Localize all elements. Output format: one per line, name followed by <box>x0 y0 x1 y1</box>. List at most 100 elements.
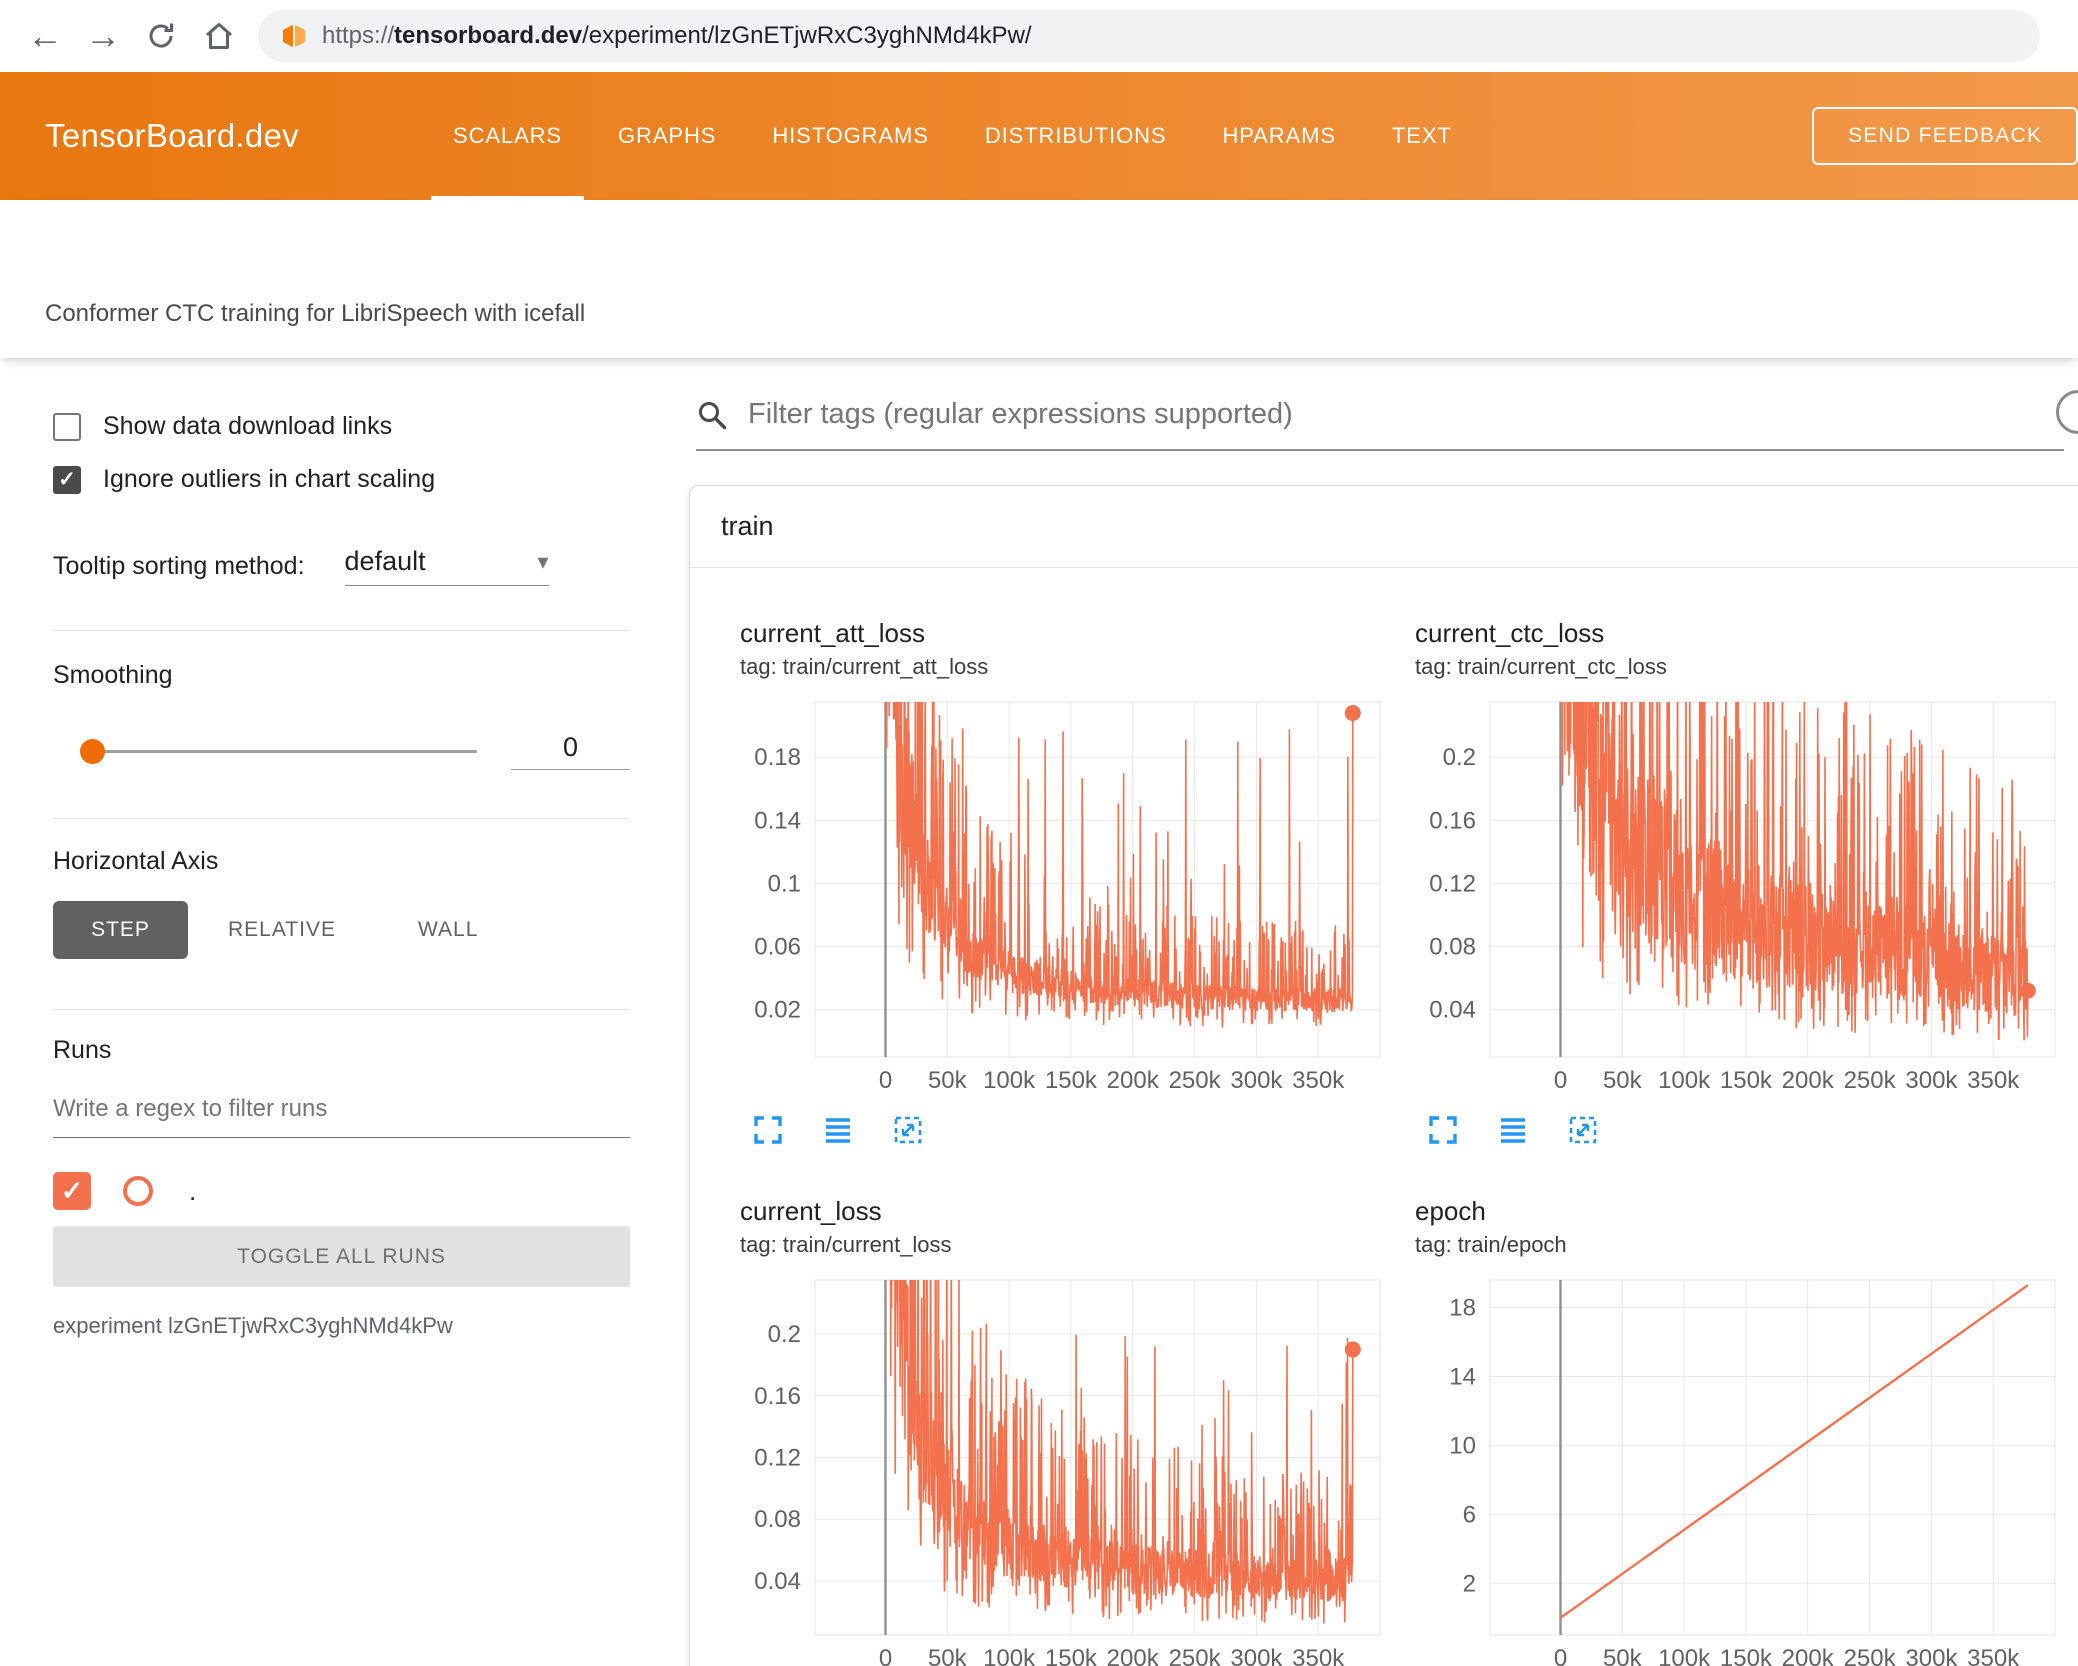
horizontal-axis-label: Horizontal Axis <box>53 847 219 875</box>
send-feedback-button[interactable]: SEND FEEDBACK <box>1812 107 2078 165</box>
run-color-swatch <box>123 1176 153 1206</box>
svg-text:6: 6 <box>1463 1501 1476 1528</box>
run-name[interactable]: . <box>189 1175 197 1206</box>
chart-title: current_loss <box>740 1196 882 1226</box>
train-section-card: train current_att_loss tag: train/curren… <box>689 485 2078 1666</box>
chart-title: current_ctc_loss <box>1415 618 1605 648</box>
chart-title: epoch <box>1415 1196 1486 1226</box>
section-title: train <box>690 486 2078 568</box>
svg-text:0.12: 0.12 <box>1429 870 1476 897</box>
reload-icon[interactable] <box>132 7 190 65</box>
chart-plot[interactable]: 0.02 0.06 0.1 0.14 0.18 0 50k 100k 150k 200k 250k 3… <box>710 692 1390 1102</box>
svg-text:0: 0 <box>1554 1067 1567 1094</box>
svg-text:50k: 50k <box>1603 1067 1643 1094</box>
smoothing-value-input[interactable] <box>511 732 630 770</box>
chart-plot[interactable]: 0.04 0.08 0.12 0.16 0.2 0 50k 100k 150k 200k 250k 3… <box>1385 692 2065 1102</box>
svg-text:0.12: 0.12 <box>754 1445 801 1472</box>
svg-text:200k: 200k <box>1782 1645 1835 1666</box>
ignore-outliers-checkbox[interactable]: ✓ <box>53 465 81 494</box>
svg-text:50k: 50k <box>928 1645 968 1666</box>
tab-graphs[interactable]: GRAPHS <box>618 123 717 148</box>
divider <box>53 818 630 819</box>
axis-relative-button[interactable]: RELATIVE <box>228 918 336 941</box>
chart-plot[interactable]: 2 6 10 14 18 0 50k 100k 150k 200k 250k 300k 350k <box>1385 1270 2065 1666</box>
svg-text:18: 18 <box>1449 1295 1476 1322</box>
svg-text:250k: 250k <box>1169 1067 1222 1094</box>
run-row: ✓ . <box>53 1172 630 1210</box>
axis-wall-button[interactable]: WALL <box>417 918 479 941</box>
nav-tabs: SCALARS GRAPHS HISTOGRAMS DISTRIBUTIONS … <box>431 72 1486 200</box>
svg-text:50k: 50k <box>1603 1645 1643 1666</box>
content: Show data download links ✓ Ignore outlie… <box>0 358 2078 1666</box>
svg-text:250k: 250k <box>1169 1645 1222 1666</box>
svg-text:350k: 350k <box>1967 1645 2020 1666</box>
charts-grid: current_att_loss tag: train/current_att_… <box>690 568 2078 1666</box>
chart-current-att-loss: current_att_loss tag: train/current_att_… <box>710 568 1385 1146</box>
svg-text:300k: 300k <box>1905 1645 1958 1666</box>
back-icon[interactable]: ← <box>27 15 63 56</box>
home-icon[interactable] <box>190 7 248 65</box>
address-bar[interactable]: https://tensorboard.dev/experiment/lzGnE… <box>258 10 2040 62</box>
svg-text:10: 10 <box>1449 1432 1476 1459</box>
svg-text:200k: 200k <box>1782 1067 1835 1094</box>
svg-text:150k: 150k <box>1045 1067 1098 1094</box>
svg-text:0: 0 <box>879 1645 892 1666</box>
axis-step-button[interactable]: STEP <box>53 901 188 959</box>
app-header: TensorBoard.dev SCALARS GRAPHS HISTOGRAM… <box>0 72 2078 200</box>
svg-text:0.18: 0.18 <box>754 744 801 771</box>
toggle-all-runs-button[interactable]: TOGGLE ALL RUNS <box>53 1226 630 1287</box>
forward-icon[interactable]: → <box>85 15 121 56</box>
chart-current-ctc-loss: current_ctc_loss tag: train/current_ctc_… <box>1385 568 2060 1146</box>
svg-text:0.16: 0.16 <box>754 1383 801 1410</box>
svg-text:250k: 250k <box>1844 1067 1897 1094</box>
svg-text:100k: 100k <box>1658 1645 1711 1666</box>
svg-text:350k: 350k <box>1292 1067 1345 1094</box>
svg-text:350k: 350k <box>1967 1067 2020 1094</box>
url-scheme: https:// <box>322 22 395 49</box>
chart-actions <box>1427 1114 2060 1146</box>
url-domain: tensorboard.dev <box>394 22 583 49</box>
chart-tag: tag: train/current_loss <box>740 1232 952 1257</box>
smoothing-label: Smoothing <box>53 661 173 689</box>
chevron-down-icon: ▾ <box>537 548 549 574</box>
filter-tags-bar <box>696 390 2078 451</box>
runs-label: Runs <box>53 1036 112 1064</box>
svg-text:150k: 150k <box>1720 1067 1773 1094</box>
svg-text:250k: 250k <box>1844 1645 1897 1666</box>
tooltip-sorting-value: default <box>344 546 426 576</box>
experiment-title: Conformer CTC training for LibriSpeech w… <box>45 300 586 327</box>
chart-plot[interactable]: 0.04 0.08 0.12 0.16 0.2 0 50k 100k 150k 200k 250k 3… <box>710 1270 1390 1666</box>
filter-tags-input[interactable] <box>748 398 2064 431</box>
log-scale-icon[interactable] <box>1497 1114 1529 1146</box>
runs-filter-input[interactable] <box>53 1095 630 1138</box>
ignore-outliers-label: Ignore outliers in chart scaling <box>103 465 436 493</box>
smoothing-slider[interactable] <box>80 738 477 764</box>
svg-text:50k: 50k <box>928 1067 968 1094</box>
svg-text:0: 0 <box>1554 1645 1567 1666</box>
tab-histograms[interactable]: HISTOGRAMS <box>772 123 929 148</box>
chart-epoch: epoch tag: train/epoch 2 6 10 14 18 0 50k 100k 1… <box>1385 1146 2060 1666</box>
log-scale-icon[interactable] <box>822 1114 854 1146</box>
fit-domain-icon[interactable] <box>892 1114 924 1146</box>
run-checkbox[interactable]: ✓ <box>53 1172 91 1210</box>
tab-text[interactable]: TEXT <box>1391 123 1452 148</box>
svg-text:0.14: 0.14 <box>754 807 801 834</box>
fullscreen-icon[interactable] <box>1427 1114 1459 1146</box>
chart-title: current_att_loss <box>740 618 925 648</box>
svg-text:300k: 300k <box>1905 1067 1958 1094</box>
svg-text:0.08: 0.08 <box>754 1506 801 1533</box>
fullscreen-icon[interactable] <box>752 1114 784 1146</box>
tab-distributions[interactable]: DISTRIBUTIONS <box>984 123 1167 148</box>
svg-text:2: 2 <box>1463 1570 1476 1597</box>
svg-text:100k: 100k <box>983 1067 1036 1094</box>
smoothing-slider-knob[interactable] <box>80 738 105 764</box>
fit-domain-icon[interactable] <box>1567 1114 1599 1146</box>
show-download-links-checkbox[interactable] <box>53 412 81 441</box>
svg-text:0.16: 0.16 <box>1429 807 1476 834</box>
tooltip-sorting-dropdown[interactable]: default ▾ <box>344 546 549 586</box>
url-path: /experiment/lzGnETjwRxC3yghNMd4kPw/ <box>582 22 1032 49</box>
tab-hparams[interactable]: HPARAMS <box>1222 123 1336 148</box>
svg-text:350k: 350k <box>1292 1645 1345 1666</box>
tab-scalars[interactable]: SCALARS <box>431 72 585 200</box>
